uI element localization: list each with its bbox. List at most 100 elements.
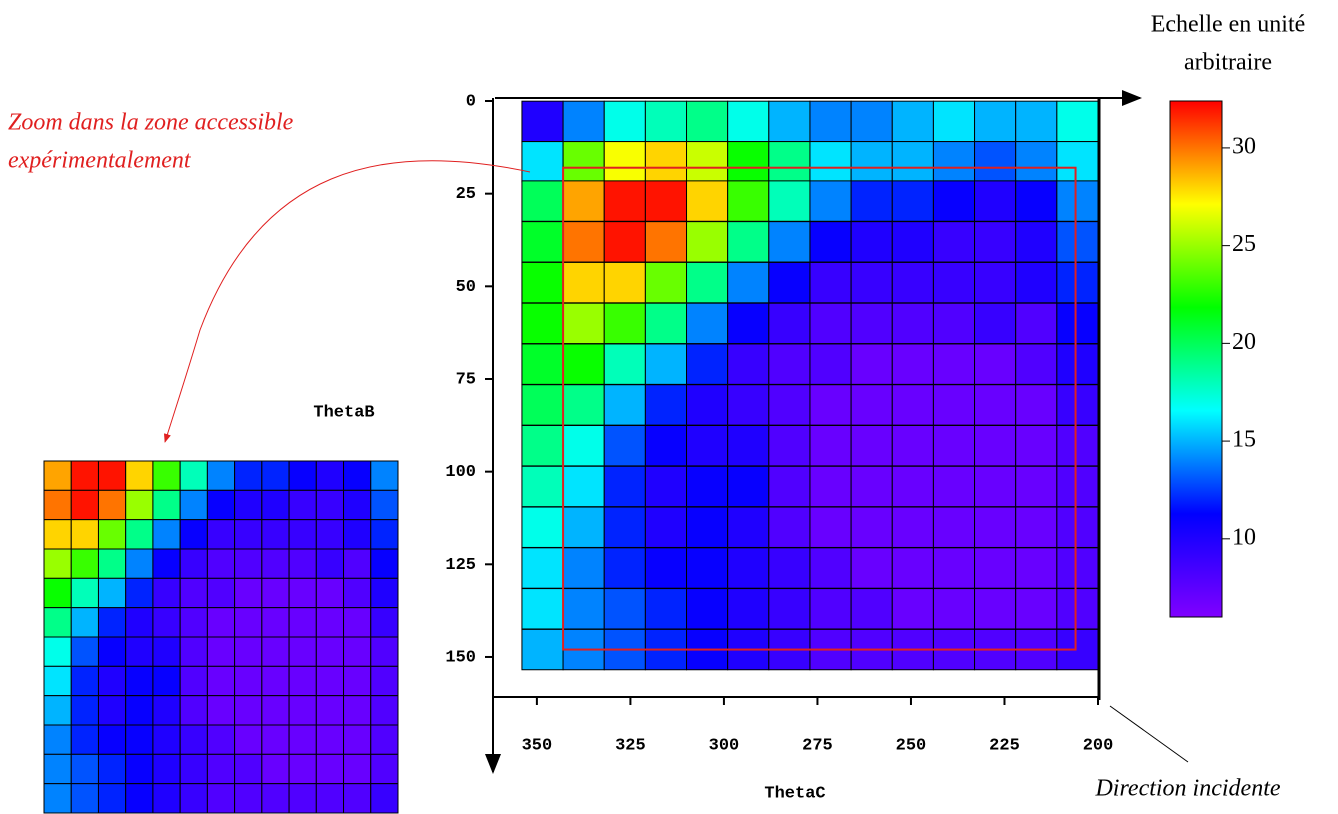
zoom-cell xyxy=(370,519,399,550)
zoom-cell xyxy=(206,577,236,609)
heat-cell xyxy=(521,221,564,263)
zoom-cell xyxy=(206,665,236,697)
heat-cell xyxy=(644,261,688,304)
zoom-cell xyxy=(97,695,127,726)
zoom-cell xyxy=(206,695,236,726)
zoom-cell xyxy=(97,665,127,697)
heat-cell xyxy=(686,261,729,304)
zoom-cell xyxy=(261,548,290,579)
zoom-cell xyxy=(370,489,399,521)
heat-cell xyxy=(809,302,852,345)
colorbar-tick-label: 20 xyxy=(1232,329,1256,355)
zoom-cell xyxy=(70,695,99,726)
x-tick-label: 325 xyxy=(615,736,646,755)
zoom-cell xyxy=(343,783,372,814)
zoom-cell xyxy=(97,607,127,638)
heat-cell xyxy=(932,343,976,385)
zoom-cell xyxy=(234,783,263,814)
colorbar-tick-label: 10 xyxy=(1232,524,1256,550)
zoom-cell xyxy=(206,519,236,550)
heat-cell xyxy=(603,384,646,426)
heat-cell xyxy=(644,343,688,385)
zoom-cell xyxy=(125,460,154,491)
zoom-cell xyxy=(343,724,372,755)
heat-cell xyxy=(850,425,893,467)
heat-cell xyxy=(727,506,770,548)
heat-cell xyxy=(686,547,729,589)
heat-cell xyxy=(1056,506,1099,548)
heat-cell xyxy=(727,343,770,385)
zoom-cell xyxy=(315,489,345,521)
heat-cell xyxy=(1015,547,1058,589)
heat-cell xyxy=(727,384,770,426)
heat-cell xyxy=(1056,302,1099,345)
heat-cell xyxy=(562,221,605,263)
zoom-cell xyxy=(179,548,208,579)
heat-cell xyxy=(562,302,605,345)
zoom-cell xyxy=(370,577,399,609)
zoom-cell xyxy=(179,724,208,755)
zoom-cell xyxy=(97,489,127,521)
heat-cell xyxy=(562,547,605,589)
heat-cell xyxy=(974,384,1017,426)
heat-cell xyxy=(850,141,893,183)
zoom-cell xyxy=(315,460,345,491)
x-axis-label: ThetaC xyxy=(764,784,825,803)
heat-cell xyxy=(891,221,934,263)
zoom-cell xyxy=(97,577,127,609)
heat-cell xyxy=(768,506,811,548)
heat-cell xyxy=(521,302,564,345)
heat-cell xyxy=(932,425,976,467)
heat-cell xyxy=(850,465,893,508)
heat-cell xyxy=(1056,588,1099,630)
zoom-cell xyxy=(234,636,263,667)
zoom-heatmap xyxy=(43,460,399,814)
zoom-cell xyxy=(70,460,99,491)
heat-cell xyxy=(1056,465,1099,508)
heat-cell xyxy=(809,384,852,426)
heat-cell xyxy=(932,588,976,630)
heat-cell xyxy=(727,302,770,345)
heat-cell xyxy=(891,384,934,426)
heat-cell xyxy=(727,588,770,630)
zoom-cell xyxy=(125,577,154,609)
heat-cell xyxy=(727,141,770,183)
heat-cell xyxy=(850,588,893,630)
heat-cell xyxy=(727,547,770,589)
heat-cell xyxy=(809,547,852,589)
y-tick-label: 25 xyxy=(456,185,476,204)
zoom-cell xyxy=(234,753,263,785)
heat-cell xyxy=(686,141,729,183)
heat-cell xyxy=(891,261,934,304)
y-tick-label: 75 xyxy=(456,370,476,389)
heat-cell xyxy=(603,180,646,222)
zoom-cell xyxy=(370,460,399,491)
heat-cell xyxy=(1015,302,1058,345)
zoom-cell xyxy=(97,636,127,667)
heat-cell xyxy=(727,100,770,143)
zoom-cell xyxy=(370,724,399,755)
heat-cell xyxy=(850,180,893,222)
heat-cell xyxy=(562,588,605,630)
heat-cell xyxy=(603,343,646,385)
zoom-cell xyxy=(43,460,72,491)
zoom-cell xyxy=(234,460,263,491)
heat-cell xyxy=(974,425,1017,467)
heat-cell xyxy=(932,141,976,183)
heat-cell xyxy=(974,180,1017,222)
heat-cell xyxy=(727,425,770,467)
zoom-cell xyxy=(43,636,72,667)
heat-cell xyxy=(686,302,729,345)
zoom-cell xyxy=(234,548,263,579)
heat-cell xyxy=(521,343,564,385)
heat-cell xyxy=(809,221,852,263)
heat-cell xyxy=(1056,261,1099,304)
annotation: Direction incidente xyxy=(1094,776,1280,802)
zoom-cell xyxy=(234,724,263,755)
annotation: expérimentalement xyxy=(8,148,192,174)
heat-cell xyxy=(850,547,893,589)
heat-cell xyxy=(727,465,770,508)
zoom-cell xyxy=(234,695,263,726)
heat-cell xyxy=(891,141,934,183)
zoom-cell xyxy=(70,519,99,550)
